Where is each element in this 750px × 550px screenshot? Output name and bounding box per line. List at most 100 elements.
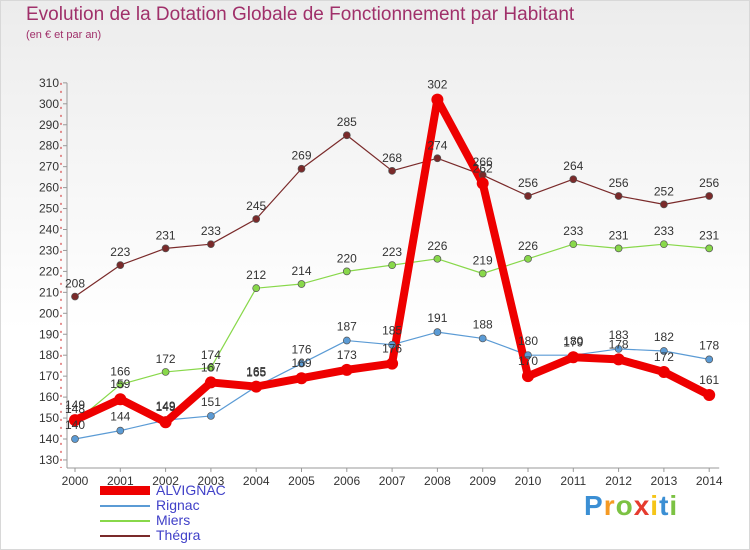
legend-swatch-miers <box>100 520 150 522</box>
data-label: 262 <box>473 161 493 175</box>
data-label: 140 <box>65 418 85 432</box>
data-point <box>705 192 714 200</box>
logo-letter: o <box>615 490 634 521</box>
data-label: 256 <box>699 176 719 190</box>
y-tick-label: 190 <box>39 327 59 341</box>
chart-subtitle: (en € et par an) <box>26 29 102 41</box>
data-point <box>116 380 125 389</box>
x-tick-label: 2011 <box>560 474 586 488</box>
data-label: 149 <box>156 400 176 414</box>
x-tick-label: 2014 <box>696 474 723 488</box>
x-tick-label: 2012 <box>605 474 632 488</box>
y-tick-label: 160 <box>39 390 59 404</box>
data-point <box>614 345 623 353</box>
data-label: 245 <box>246 199 266 213</box>
data-point <box>703 389 716 402</box>
data-label: 185 <box>382 324 402 338</box>
data-point <box>159 416 172 429</box>
series-line-alvignac <box>71 95 714 427</box>
data-point <box>207 412 215 420</box>
data-point <box>433 154 442 163</box>
x-tick-label: 2003 <box>198 474 225 488</box>
data-point <box>114 393 127 406</box>
data-label: 165 <box>246 365 266 379</box>
y-tick-label: 140 <box>39 432 59 446</box>
legend-swatch-thegra <box>100 535 150 537</box>
chart-legend: ALVIGNAC Rignac Miers Thégra <box>100 482 340 544</box>
data-label: 226 <box>427 239 447 253</box>
data-label: 182 <box>654 330 674 344</box>
data-point <box>342 131 351 140</box>
data-label: 172 <box>654 350 674 364</box>
data-point <box>340 363 353 376</box>
data-point <box>71 292 79 301</box>
data-point <box>612 353 625 366</box>
data-point <box>297 359 306 368</box>
legend-item-miers: Miers <box>100 512 340 529</box>
y-tick-label: 270 <box>39 160 59 174</box>
y-tick-label: 290 <box>39 118 59 132</box>
data-label: 223 <box>382 245 402 259</box>
y-tick-label: 260 <box>39 181 59 195</box>
data-point <box>705 355 714 364</box>
data-point <box>433 328 442 337</box>
proxiti-logo: Proxiti <box>584 490 678 522</box>
data-label: 165 <box>246 366 266 380</box>
data-label: 183 <box>609 328 629 342</box>
data-label: 161 <box>699 373 719 387</box>
x-tick-label: 2000 <box>62 474 89 488</box>
chart-title: Evolution de la Dotation Globale de Fonc… <box>26 4 575 25</box>
data-label: 180 <box>563 334 583 348</box>
data-point <box>478 269 487 278</box>
data-point <box>388 166 396 175</box>
data-point <box>386 357 399 370</box>
x-tick-label: 2002 <box>152 474 179 488</box>
data-point <box>388 261 396 269</box>
data-point <box>342 267 351 276</box>
y-tick-label: 240 <box>39 223 59 237</box>
data-point <box>252 215 261 223</box>
legend-item-alvignac: ALVIGNAC <box>100 482 340 499</box>
data-label: 179 <box>563 335 583 349</box>
x-tick-label: 2001 <box>107 474 134 488</box>
y-tick-label: 250 <box>39 202 59 216</box>
logo-letter: P <box>584 490 604 521</box>
data-label: 233 <box>201 224 221 238</box>
data-label: 188 <box>473 317 493 331</box>
data-label: 173 <box>337 348 357 362</box>
legend-label-alvignac: ALVIGNAC <box>156 482 226 498</box>
data-label: 166 <box>110 365 130 379</box>
data-label: 144 <box>110 410 130 424</box>
data-label: 151 <box>201 395 221 409</box>
data-point <box>569 240 578 249</box>
legend-label-rignac: Rignac <box>156 497 200 513</box>
data-point <box>252 284 261 293</box>
legend-item-thegra: Thégra <box>100 527 340 544</box>
data-point <box>614 192 623 200</box>
data-label: 180 <box>518 334 538 348</box>
data-label: 231 <box>609 228 629 242</box>
data-point <box>161 368 170 376</box>
data-point <box>524 192 532 200</box>
y-tick-label: 300 <box>39 97 59 111</box>
data-point <box>476 177 489 190</box>
y-tick-label: 130 <box>39 453 59 467</box>
y-tick-label: 170 <box>39 369 59 383</box>
data-label: 178 <box>609 337 629 351</box>
legend-swatch-alvignac <box>100 486 150 495</box>
data-point <box>71 435 79 443</box>
data-label: 148 <box>65 402 85 416</box>
data-point <box>161 244 170 253</box>
data-label: 170 <box>518 354 538 368</box>
y-tick-label: 230 <box>39 243 59 257</box>
data-label: 269 <box>291 149 311 163</box>
data-label: 176 <box>291 343 311 357</box>
x-tick-label: 2005 <box>288 474 315 488</box>
data-point <box>204 376 217 389</box>
data-label: 223 <box>110 245 130 259</box>
data-point <box>660 347 668 355</box>
chart-axes: 130 140 150 160 170 180 190 200 210 220 230 240 250 2… <box>39 76 723 488</box>
data-point <box>116 261 125 269</box>
x-tick-label: 2004 <box>243 474 270 488</box>
